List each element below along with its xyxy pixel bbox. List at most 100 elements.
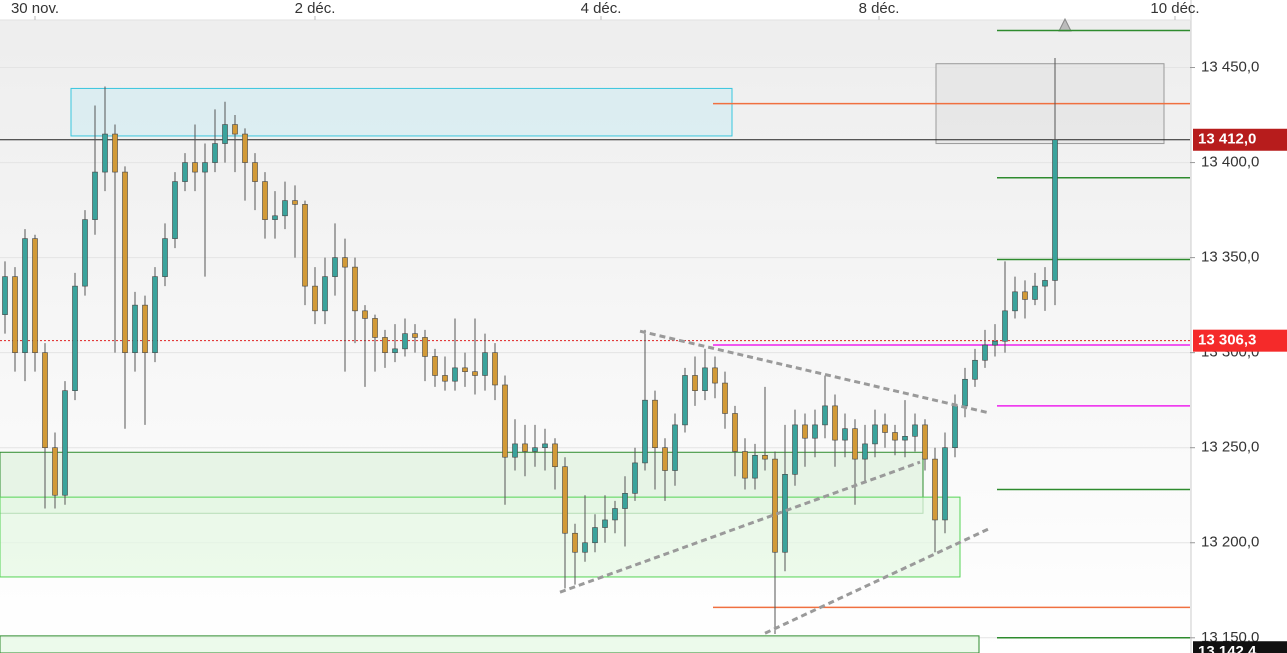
candle-body — [102, 133, 108, 173]
candle-body — [672, 424, 678, 471]
candle-body — [12, 276, 18, 353]
candle-body — [772, 458, 778, 553]
candle-body — [262, 181, 268, 220]
price-tag — [1193, 641, 1287, 653]
candle-body — [332, 257, 338, 277]
candle-body — [622, 493, 628, 509]
candle-body — [152, 276, 158, 353]
candle-body — [832, 405, 838, 441]
candle-body — [1012, 291, 1018, 312]
candle-body — [472, 371, 478, 376]
candle-body — [112, 133, 118, 173]
candle-body — [852, 428, 858, 460]
candle-body — [392, 348, 398, 353]
candle-body — [292, 200, 298, 205]
zone — [0, 635, 980, 653]
candle-body — [382, 337, 388, 353]
candle-body — [512, 443, 518, 458]
x-tick-label: 2 déc. — [295, 0, 336, 17]
y-tick-label: 13 450,0 — [1201, 58, 1259, 75]
candle-body — [912, 424, 918, 437]
candle-body — [432, 356, 438, 376]
candle-body — [942, 447, 948, 521]
candle-body — [1002, 310, 1008, 342]
candle-body — [922, 424, 928, 460]
candle-body — [792, 424, 798, 475]
candle-body — [192, 162, 198, 173]
y-tick-label: 13 350,0 — [1201, 249, 1259, 266]
candle-body — [212, 143, 218, 163]
candle-body — [402, 333, 408, 350]
candle-body — [62, 390, 68, 496]
candle-body — [1042, 280, 1048, 287]
candle-body — [442, 375, 448, 382]
price-tag-label: 13 412,0 — [1198, 131, 1256, 148]
candle-body — [222, 124, 228, 144]
price-tag-label: 13 306,3 — [1198, 332, 1256, 349]
candle-body — [742, 451, 748, 479]
candle-body — [1022, 291, 1028, 300]
candle-body — [42, 352, 48, 449]
candle-body — [682, 375, 688, 426]
candle-body — [372, 318, 378, 338]
candle-body — [362, 310, 368, 319]
candle-body — [822, 405, 828, 426]
price-tag-label: 13 142,4 — [1198, 643, 1257, 653]
candle-body — [962, 378, 968, 407]
candle-body — [752, 455, 758, 479]
candle-body — [342, 257, 348, 268]
x-tick-label: 10 déc. — [1150, 0, 1199, 17]
candle-body — [542, 443, 548, 449]
time-axis-band — [0, 0, 1191, 20]
candle-body — [692, 375, 698, 391]
candle-body — [1052, 139, 1058, 281]
candle-body — [72, 285, 78, 391]
candle-body — [702, 367, 708, 391]
candle-body — [92, 171, 98, 220]
candle-body — [322, 276, 328, 312]
candle-body — [462, 367, 468, 372]
candle-body — [272, 215, 278, 220]
candle-body — [842, 428, 848, 441]
candle-body — [632, 462, 638, 494]
candle-body — [522, 443, 528, 452]
candle-body — [82, 219, 88, 287]
candle-body — [992, 340, 998, 346]
candle-body — [902, 435, 908, 441]
candle-body — [482, 352, 488, 376]
candle-body — [1032, 285, 1038, 300]
x-tick-label: 8 déc. — [859, 0, 900, 17]
trend-line — [559, 460, 921, 594]
candle-body — [252, 162, 258, 182]
candle-body — [172, 181, 178, 239]
candle-body — [862, 443, 868, 460]
candle-body — [812, 424, 818, 439]
candle-body — [52, 447, 58, 496]
candle-body — [882, 424, 888, 433]
candle-body — [932, 458, 938, 521]
y-tick-label: 13 250,0 — [1201, 439, 1259, 456]
candle-body — [492, 352, 498, 386]
x-tick-label: 4 déc. — [581, 0, 622, 17]
candle-body — [232, 124, 238, 135]
candle-body — [132, 304, 138, 353]
candle-body — [2, 276, 8, 315]
zone — [0, 496, 961, 578]
candle-body — [422, 337, 428, 357]
candle-body — [552, 443, 558, 468]
candle-body — [872, 424, 878, 445]
candle-body — [312, 285, 318, 312]
candle-body — [412, 333, 418, 338]
candle-body — [142, 304, 148, 353]
candle-body — [802, 424, 808, 439]
candle-body — [202, 162, 208, 173]
candle-body — [712, 367, 718, 384]
candle-body — [122, 171, 128, 353]
candle-body — [612, 508, 618, 521]
candle-body — [562, 466, 568, 534]
candle-body — [32, 238, 38, 353]
candle-body — [352, 266, 358, 312]
y-tick-label: 13 400,0 — [1201, 154, 1259, 171]
zone — [70, 87, 733, 137]
candle-body — [722, 382, 728, 414]
